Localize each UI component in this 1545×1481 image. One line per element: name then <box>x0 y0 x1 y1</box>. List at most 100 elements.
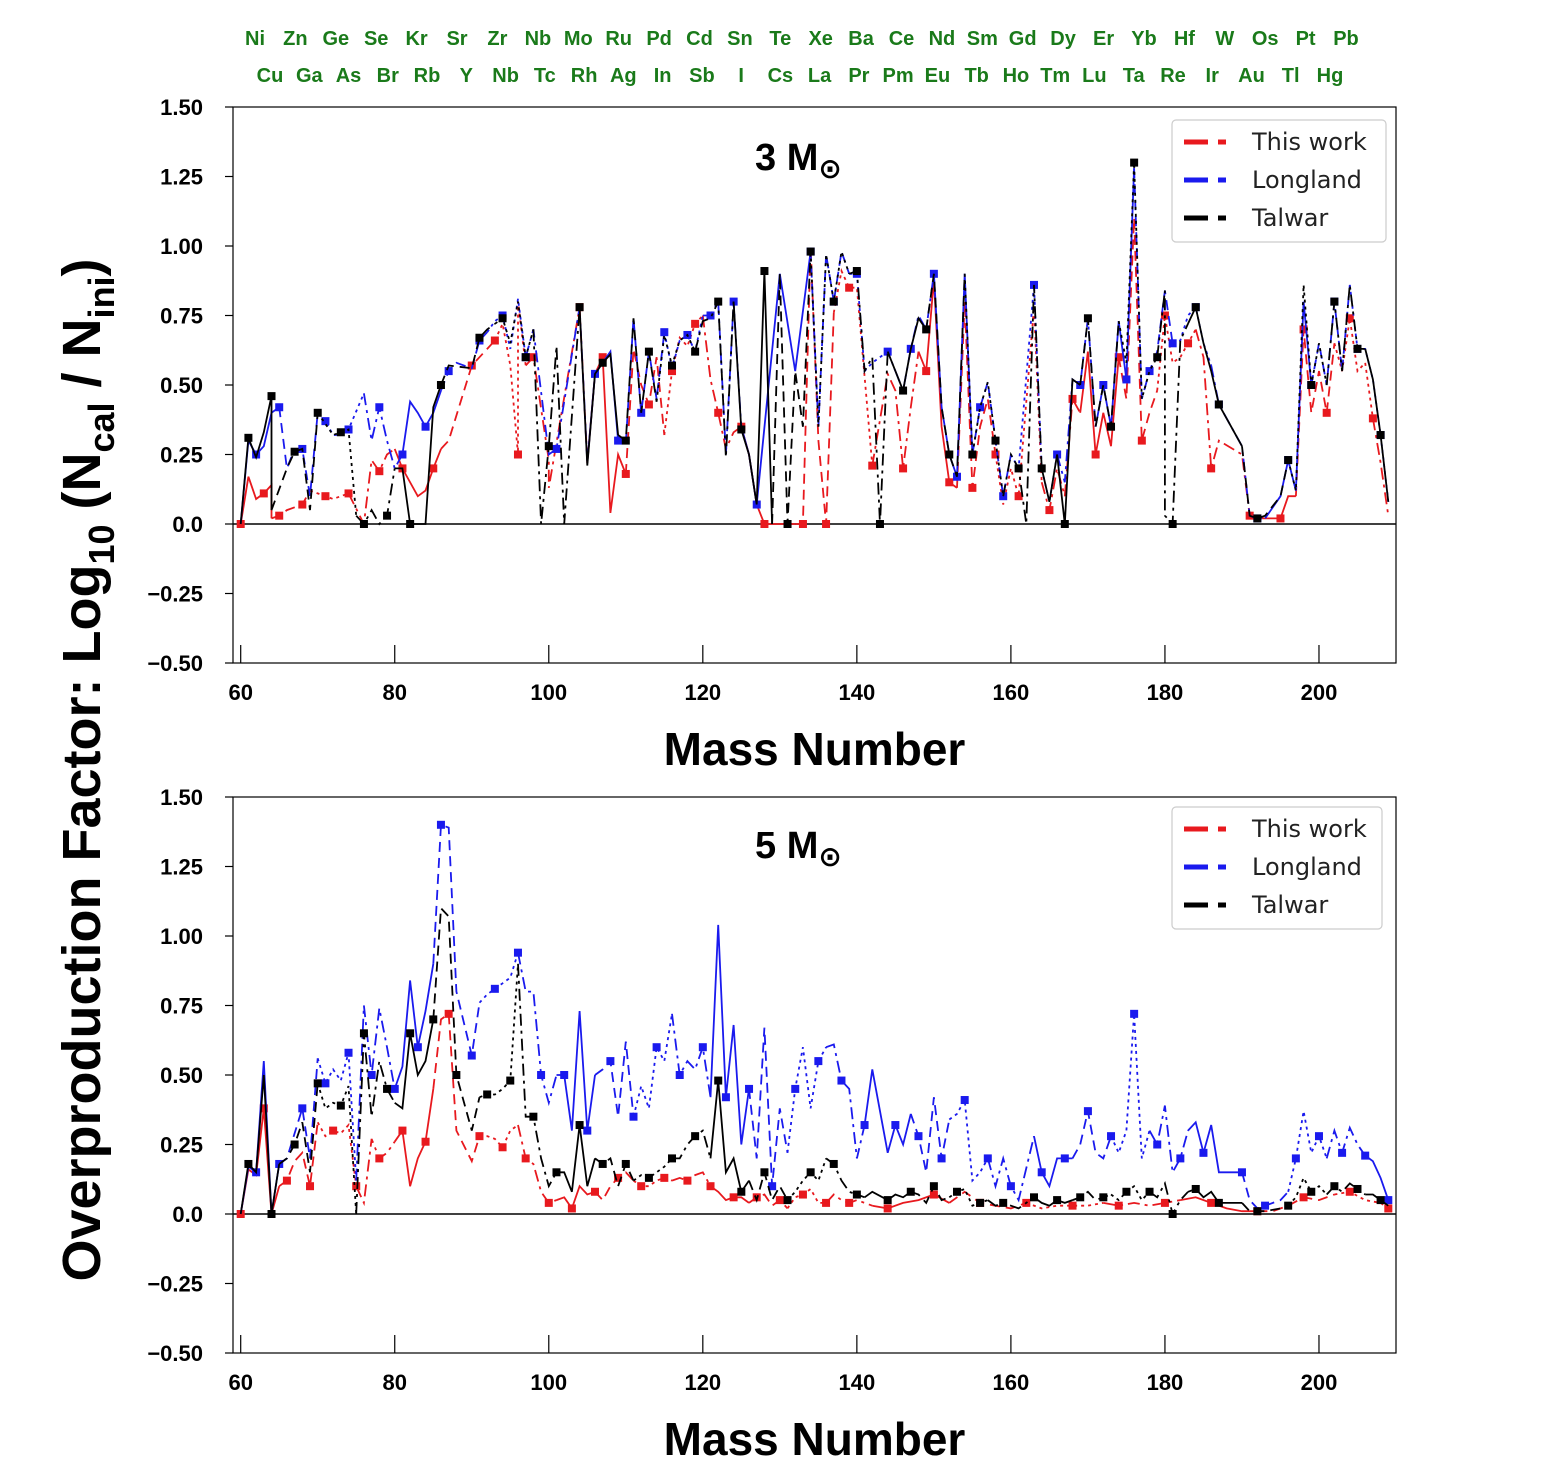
data-point-marker <box>1168 1210 1177 1218</box>
element-label-ta: Ta <box>1123 65 1146 87</box>
data-point-marker <box>1199 1148 1208 1157</box>
series-line-segment <box>1071 1110 1112 1160</box>
data-point-marker <box>306 1182 315 1191</box>
data-point-marker <box>1330 1182 1339 1191</box>
data-point-marker <box>383 511 392 520</box>
series-line-segment <box>748 1027 789 1187</box>
data-point-marker <box>1091 450 1100 459</box>
x-tick-label: 200 <box>1301 1370 1338 1395</box>
element-label-la: La <box>808 65 832 87</box>
data-point-marker <box>352 1182 361 1191</box>
data-point-marker <box>444 367 453 376</box>
element-label-au: Au <box>1238 65 1265 87</box>
data-point-marker <box>1122 1187 1131 1196</box>
series-line-segment <box>1025 1202 1104 1210</box>
data-point-marker <box>760 267 769 276</box>
series-line-segment <box>1117 218 1159 441</box>
data-point-marker <box>1099 381 1108 389</box>
data-point-marker <box>575 303 584 312</box>
series-line-segment <box>1287 1175 1328 1207</box>
series-line-segment <box>1079 318 1120 427</box>
series-line-segment <box>1079 351 1120 455</box>
data-point-marker <box>1307 381 1316 389</box>
data-point-marker <box>390 1084 399 1093</box>
data-point-marker <box>606 1057 615 1066</box>
series-line-segment <box>1287 284 1328 491</box>
data-point-marker <box>436 381 445 389</box>
data-point-marker <box>529 1112 538 1121</box>
element-label-sr: Sr <box>446 28 467 50</box>
series-line-segment <box>624 318 666 444</box>
ylabel-sub-ini: ini <box>81 276 122 318</box>
data-point-marker <box>398 1126 407 1135</box>
series-line-segment <box>809 251 851 427</box>
data-point-marker <box>1083 1107 1092 1116</box>
data-point-marker <box>498 314 507 323</box>
element-label-cd: Cd <box>686 28 713 50</box>
series-line-segment <box>1194 329 1251 516</box>
x-tick-label: 120 <box>684 1370 721 1395</box>
data-point-marker <box>275 511 284 520</box>
data-point-marker <box>629 1112 638 1121</box>
y-tick-label: 1.50 <box>160 95 203 120</box>
data-point-marker <box>1345 1187 1354 1196</box>
data-point-marker <box>806 247 815 256</box>
data-point-marker <box>1261 1201 1270 1210</box>
element-label-tl: Tl <box>1282 65 1300 87</box>
element-label-ce: Ce <box>889 28 915 50</box>
data-point-marker <box>922 367 931 376</box>
series-line-segment <box>556 1011 596 1131</box>
data-point-marker <box>590 1187 599 1196</box>
series-line-segment <box>355 1138 396 1207</box>
series-line-segment <box>948 1097 989 1183</box>
series-line-segment <box>1334 1190 1389 1210</box>
series-line-segment <box>1187 304 1243 447</box>
series-line-segment <box>393 963 435 1090</box>
data-point-marker <box>321 1079 330 1088</box>
element-label-ga: Ga <box>296 65 324 87</box>
data-point-marker <box>367 1071 376 1079</box>
series-line-segment <box>1364 348 1390 502</box>
series-line-segment <box>1241 446 1290 520</box>
data-point-marker <box>644 1173 653 1182</box>
data-point-marker <box>1299 325 1308 334</box>
x-tick-label: 100 <box>530 1370 567 1395</box>
element-label-pt: Pt <box>1296 28 1316 50</box>
y-tick-label: 1.25 <box>160 855 203 880</box>
element-label-hf: Hf <box>1174 28 1195 50</box>
data-point-marker <box>1107 422 1116 431</box>
element-label-nb: Nb <box>492 65 519 87</box>
data-point-marker <box>614 1173 623 1182</box>
data-point-marker <box>1037 1168 1046 1177</box>
data-point-marker <box>783 520 792 528</box>
element-label-br: Br <box>377 65 399 87</box>
element-label-ag: Ag <box>610 65 637 87</box>
series-line-segment <box>848 269 889 525</box>
data-point-marker <box>1345 314 1354 323</box>
series-line-segment <box>1110 1013 1151 1159</box>
series-line-segment <box>494 301 527 455</box>
data-point-marker <box>344 1048 353 1057</box>
data-point-marker <box>983 1154 992 1163</box>
data-point-marker <box>929 1182 938 1191</box>
data-point-marker <box>321 417 330 426</box>
series-line-segment <box>479 1124 519 1149</box>
data-point-marker <box>483 1090 492 1099</box>
data-point-marker <box>1114 353 1123 362</box>
data-point-marker <box>1130 158 1139 167</box>
series-line-segment <box>525 307 589 489</box>
series-talwar <box>239 906 1389 1218</box>
element-label-yb: Yb <box>1131 28 1157 50</box>
x-tick-label: 160 <box>993 1370 1030 1395</box>
element-label-ir: Ir <box>1206 65 1220 87</box>
x-axis-label: Mass Number <box>664 1413 966 1465</box>
series-line-segment <box>1148 1180 1189 1217</box>
series-line-segment <box>925 273 966 477</box>
series-line-segment <box>517 963 558 1189</box>
ylabel-main: Overproduction Factor: Log <box>52 565 112 1282</box>
data-point-marker <box>714 408 723 417</box>
y-tick-label: 0.0 <box>172 512 203 537</box>
series-line-segment <box>786 1158 827 1201</box>
data-point-marker <box>660 1173 669 1182</box>
data-point-marker <box>760 1168 769 1177</box>
